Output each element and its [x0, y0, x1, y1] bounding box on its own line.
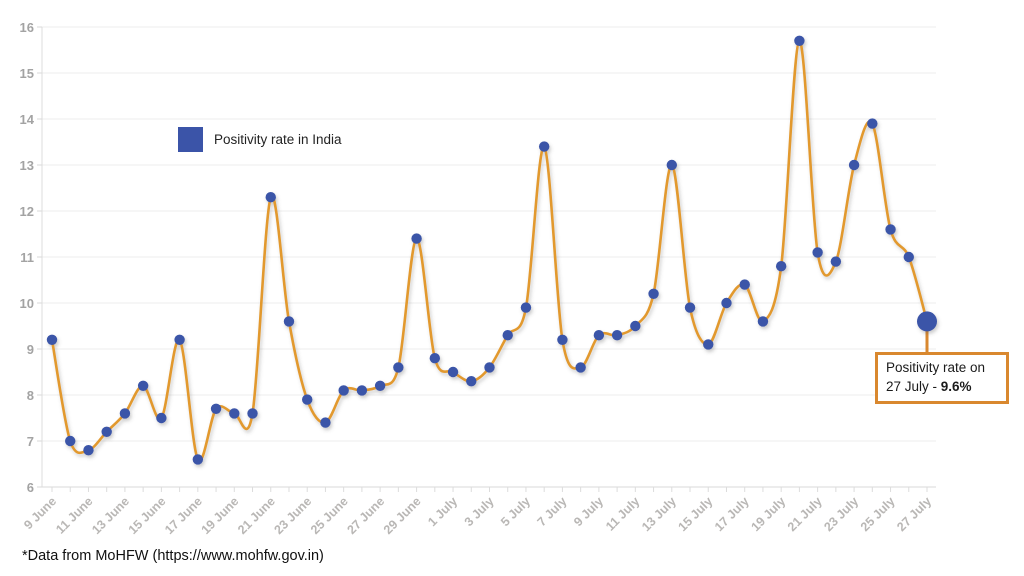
- data-point: [393, 362, 404, 373]
- data-point: [156, 412, 167, 424]
- gridlines: [37, 26, 936, 488]
- y-tick-label: 16: [20, 20, 34, 35]
- y-tick-label: 6: [27, 480, 34, 495]
- data-point: [83, 445, 94, 456]
- data-point: [484, 362, 495, 373]
- data-point: [429, 353, 441, 364]
- y-tick-label: 13: [20, 158, 34, 173]
- data-point: [466, 376, 477, 387]
- y-tick-label: 14: [20, 112, 35, 127]
- series-positivity-rate: [46, 35, 937, 465]
- data-point: [502, 330, 513, 341]
- source-note: *Data from MoHFW (https://www.mohfw.gov.…: [22, 548, 324, 564]
- x-tick-label: 23 July: [821, 494, 861, 534]
- x-tick-label: 15 June: [126, 494, 169, 537]
- highlighted-data-point: [917, 311, 937, 332]
- legend-swatch: [178, 127, 203, 152]
- legend-label: Positivity rate in India: [214, 132, 342, 147]
- data-point: [65, 435, 76, 447]
- x-tick-label: 11 July: [603, 494, 642, 533]
- data-point: [611, 330, 623, 341]
- data-point: [666, 159, 677, 171]
- data-point: [137, 380, 149, 391]
- x-tick-label: 15 July: [675, 494, 715, 534]
- data-point: [302, 394, 313, 405]
- data-point: [320, 417, 331, 428]
- data-point: [684, 302, 696, 313]
- data-point: [283, 316, 295, 327]
- legend: Positivity rate in India: [178, 127, 342, 152]
- data-point: [210, 403, 222, 414]
- data-point: [520, 302, 532, 313]
- data-point: [356, 385, 368, 396]
- x-tick-label: 5 July: [498, 494, 533, 529]
- x-tick-label: 29 June: [381, 494, 424, 537]
- x-tick-label: 9 July: [571, 494, 606, 529]
- data-point: [229, 408, 240, 419]
- data-point: [447, 366, 459, 378]
- x-tick-label: 1 July: [425, 494, 460, 529]
- data-point: [703, 339, 714, 350]
- x-tick-label: 25 July: [858, 494, 898, 534]
- data-point: [812, 247, 823, 258]
- data-point: [247, 408, 258, 419]
- data-point: [411, 233, 422, 244]
- x-tick-label: 27 June: [344, 494, 387, 537]
- data-point: [374, 380, 386, 391]
- x-tick-label: 13 June: [89, 494, 132, 537]
- x-axis-ticks: [51, 487, 928, 492]
- annotation-line1: Positivity rate on: [886, 360, 986, 375]
- data-point: [903, 251, 914, 263]
- data-point: [119, 408, 131, 419]
- y-axis-labels: 6 7 8 9 10 11 12 13 14 15 16: [20, 20, 35, 495]
- data-point: [721, 297, 732, 309]
- annotation-line2: 27 July - 9.6%: [886, 379, 972, 394]
- y-tick-label: 7: [27, 434, 34, 449]
- data-point: [575, 362, 586, 373]
- x-tick-label: 17 June: [162, 494, 205, 537]
- data-point: [174, 334, 185, 345]
- data-point: [867, 118, 878, 129]
- data-point: [648, 288, 659, 299]
- x-tick-label: 25 June: [308, 494, 351, 537]
- data-point: [885, 224, 896, 235]
- x-tick-label: 19 June: [199, 494, 242, 537]
- data-point: [739, 279, 750, 290]
- data-point: [775, 261, 787, 272]
- data-point: [848, 159, 860, 171]
- data-point: [46, 334, 58, 345]
- y-tick-label: 11: [20, 250, 34, 265]
- x-tick-label: 3 July: [462, 494, 497, 529]
- data-point: [593, 330, 605, 341]
- x-tick-label: 7 July: [535, 494, 570, 529]
- y-tick-label: 8: [27, 388, 34, 403]
- x-tick-label: 27 July: [894, 494, 934, 534]
- x-tick-label: 21 July: [785, 494, 825, 534]
- y-tick-label: 12: [20, 204, 34, 219]
- series-line: [50, 39, 929, 463]
- x-tick-label: 19 July: [748, 494, 788, 534]
- data-point: [757, 316, 769, 327]
- x-tick-label: 11 June: [53, 494, 95, 536]
- data-point: [794, 35, 805, 46]
- x-tick-label: 23 June: [272, 494, 315, 537]
- data-point: [338, 385, 349, 396]
- x-tick-label: 21 June: [235, 494, 278, 537]
- data-point: [630, 320, 641, 332]
- y-tick-label: 10: [20, 296, 34, 311]
- data-point: [538, 141, 550, 152]
- data-point: [830, 256, 842, 267]
- y-tick-label: 9: [27, 342, 34, 357]
- x-tick-label: 13 July: [639, 494, 679, 534]
- data-point: [101, 426, 112, 437]
- data-point: [192, 454, 204, 465]
- data-point: [557, 334, 568, 345]
- y-tick-label: 15: [20, 66, 34, 81]
- data-point: [265, 192, 276, 203]
- annotation-box: Positivity rate on 27 July - 9.6%: [875, 352, 1009, 404]
- x-tick-label: 17 July: [712, 494, 752, 534]
